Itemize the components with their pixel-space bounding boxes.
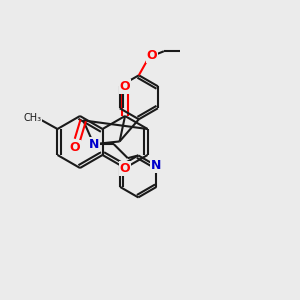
Text: N: N <box>88 138 99 151</box>
Text: O: O <box>120 80 130 92</box>
Text: N: N <box>151 159 162 172</box>
Text: O: O <box>70 141 80 154</box>
Text: CH₃: CH₃ <box>23 113 41 123</box>
Text: O: O <box>146 49 157 62</box>
Text: O: O <box>120 161 130 175</box>
